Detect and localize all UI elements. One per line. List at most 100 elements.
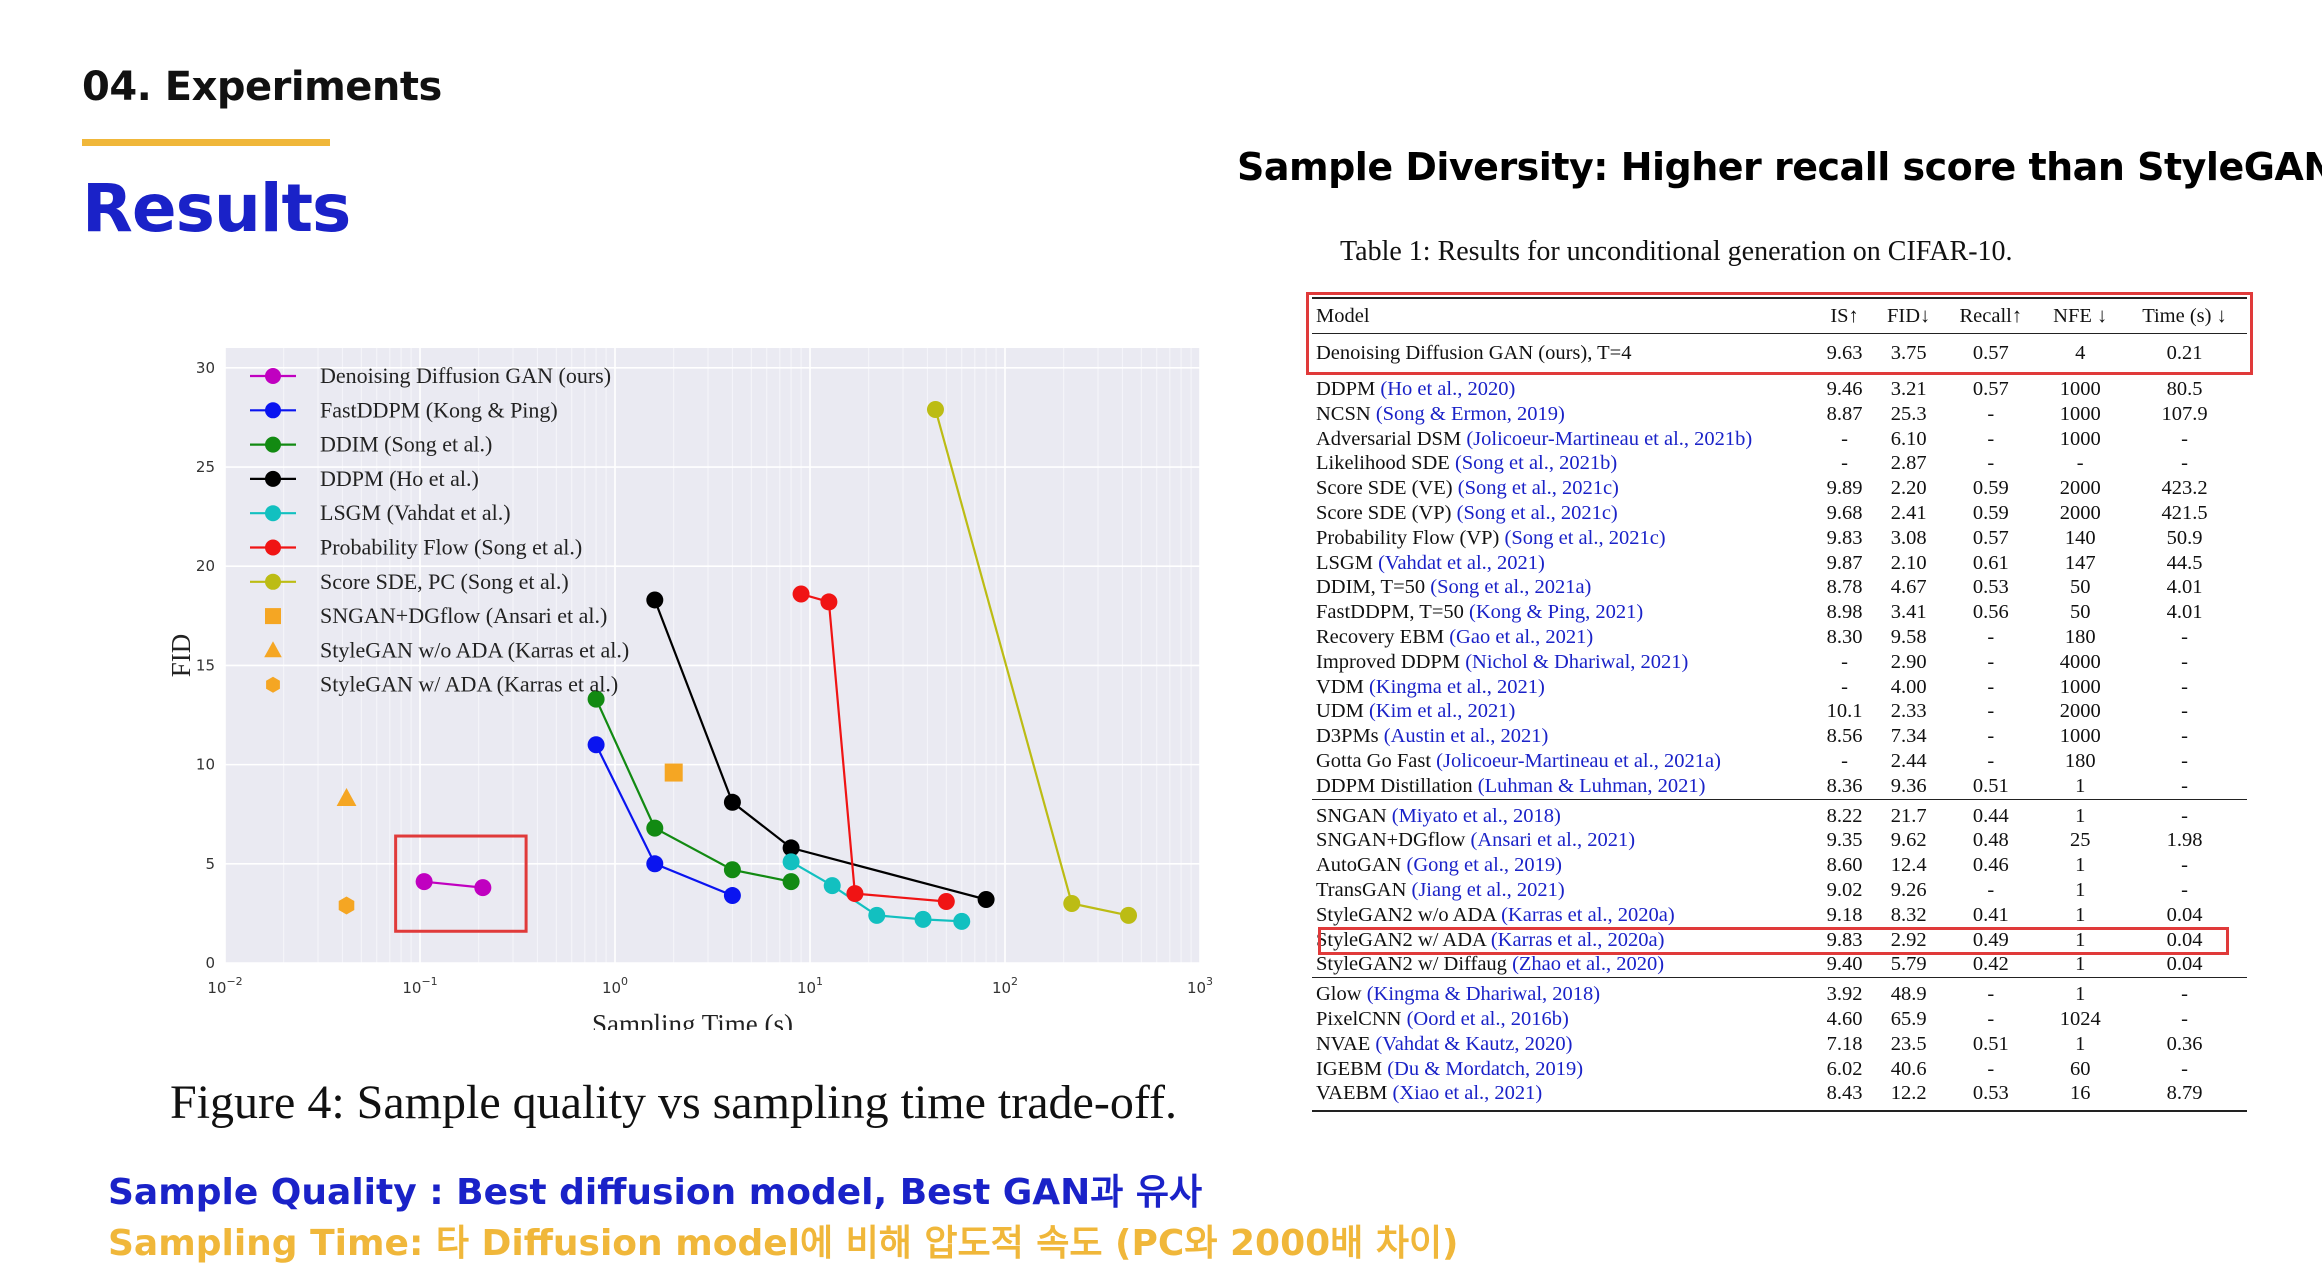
value-cell: 8.32 — [1890, 903, 1927, 926]
value-cell: - — [2181, 625, 2188, 648]
citation-link[interactable]: (Gong et al., 2019) — [1406, 854, 1562, 877]
data-point — [782, 873, 800, 891]
value-cell: 2.10 — [1890, 551, 1927, 574]
citation-link[interactable]: (Song et al., 2021a) — [1430, 576, 1592, 599]
model-name: StyleGAN2 w/ ADA — [1316, 928, 1486, 951]
citation-link[interactable]: (Luhman & Luhman, 2021) — [1477, 774, 1706, 797]
value-cell: 21.7 — [1874, 798, 1944, 829]
citation-link[interactable]: (Xiao et al., 2021) — [1392, 1082, 1543, 1105]
legend-label: Score SDE, PC (Song et al.) — [320, 569, 569, 594]
data-point — [474, 879, 492, 897]
model-cell: Score SDE (VP) (Song et al., 2021c) — [1312, 501, 1815, 526]
model-name: Score SDE (VP) — [1316, 501, 1452, 524]
table-row: StyleGAN2 w/ ADA (Karras et al., 2020a) 9… — [1312, 928, 2247, 953]
y-tick-label: 20 — [196, 557, 215, 575]
value-cell: 9.18 — [1826, 903, 1863, 926]
table-row: Likelihood SDE (Song et al., 2021b) - 2.87… — [1312, 451, 2247, 476]
citation-link[interactable]: (Gao et al., 2021) — [1449, 625, 1594, 648]
legend-label: DDIM (Song et al.) — [320, 432, 492, 457]
value-cell: - — [1841, 675, 1848, 698]
citation-link[interactable]: (Oord et al., 2016b) — [1406, 1007, 1569, 1030]
data-point — [664, 763, 683, 782]
citation-link[interactable]: (Jolicoeur-Martineau et al., 2021a) — [1436, 749, 1721, 772]
value-cell: 9.87 — [1826, 551, 1863, 574]
column-header: NFE ↓ — [2038, 297, 2123, 334]
value-cell: 180 — [2064, 625, 2096, 648]
value-cell: 0.42 — [1972, 953, 2009, 976]
value-cell: 4.67 — [1890, 576, 1927, 599]
table-row: AutoGAN (Gong et al., 2019) 8.60 12.4 0.46 1… — [1312, 853, 2247, 878]
value-cell: 2000 — [2059, 700, 2101, 723]
table-row: StyleGAN2 w/o ADA (Karras et al., 2020a)… — [1312, 903, 2247, 928]
value-cell: 9.62 — [1890, 829, 1927, 852]
value-cell: 25 — [2069, 829, 2091, 852]
value-cell: 6.10 — [1890, 427, 1927, 450]
legend-marker — [265, 436, 281, 453]
citation-link[interactable]: (Kingma & Dhariwal, 2018) — [1366, 983, 1601, 1006]
value-cell: 23.5 — [1890, 1032, 1927, 1055]
y-tick-label: 5 — [205, 855, 215, 873]
value-cell: 107.9 — [2161, 402, 2208, 425]
legend-marker — [265, 505, 281, 522]
value-cell: - — [2181, 774, 2188, 797]
citation-link[interactable]: (Song et al., 2021c) — [1457, 477, 1619, 500]
value-cell: 4.00 — [1890, 675, 1927, 698]
table-row: Gotta Go Fast (Jolicoeur-Martineau et al… — [1312, 749, 2247, 774]
citation-link[interactable]: (Karras et al., 2020a) — [1490, 928, 1665, 951]
citation-link[interactable]: (Song et al., 2021b) — [1454, 452, 1618, 475]
value-cell: - — [1987, 749, 1995, 772]
legend-label: FastDDPM (Kong & Ping) — [320, 397, 558, 422]
citation-link[interactable]: (Kong & Ping, 2021) — [1469, 601, 1644, 624]
slide-title: Results — [82, 170, 351, 247]
value-cell: 9.58 — [1890, 625, 1927, 648]
citation-link[interactable]: (Jiang et al., 2021) — [1411, 878, 1565, 901]
model-name: UDM — [1316, 700, 1364, 723]
value-cell: - — [2122, 798, 2247, 829]
y-tick-label: 15 — [196, 656, 215, 674]
model-cell: Likelihood SDE (Song et al., 2021b) — [1312, 451, 1815, 476]
model-cell: NCSN (Song & Ermon, 2019) — [1312, 402, 1815, 427]
citation-link[interactable]: (Kim et al., 2021) — [1368, 700, 1516, 723]
x-tick-label: 103 — [1187, 975, 1213, 997]
citation-link[interactable]: (Song et al., 2021c) — [1456, 501, 1618, 524]
model-name: Gotta Go Fast — [1316, 749, 1432, 772]
citation-link[interactable]: (Vahdat & Kautz, 2020) — [1375, 1032, 1573, 1055]
citation-link[interactable]: (Vahdat et al., 2021) — [1378, 551, 1545, 574]
x-tick-label: 101 — [797, 975, 823, 997]
data-point — [926, 401, 944, 418]
chart-highlight-box — [394, 834, 528, 933]
citation-link[interactable]: (Du & Mordatch, 2019) — [1387, 1057, 1584, 1080]
value-cell: 7.34 — [1890, 725, 1927, 748]
citation-link[interactable]: (Song et al., 2021c) — [1504, 526, 1666, 549]
citation-link[interactable]: (Austin et al., 2021) — [1383, 725, 1549, 748]
model-name: TransGAN — [1316, 878, 1407, 901]
table-row: IGEBM (Du & Mordatch, 2019) 6.02 40.6 - 60 - — [1312, 1057, 2247, 1082]
data-point — [646, 819, 664, 837]
citation-link[interactable]: (Miyato et al., 2018) — [1391, 804, 1561, 827]
data-point — [846, 885, 864, 903]
value-cell: 4.01 — [2166, 576, 2203, 599]
model-cell: Gotta Go Fast (Jolicoeur-Martineau et al… — [1312, 749, 1815, 774]
column-header: Recall↑ — [1943, 297, 2039, 334]
value-cell: 9.35 — [1826, 829, 1863, 852]
value-cell: 2.41 — [1890, 501, 1927, 524]
citation-link[interactable]: (Zhao et al., 2020) — [1512, 953, 1665, 976]
table-row: DDIM, T=50 (Song et al., 2021a) 8.78 4.67 0… — [1312, 575, 2247, 600]
citation-link[interactable]: (Ho et al., 2020) — [1380, 378, 1516, 400]
citation-link[interactable]: (Kingma et al., 2021) — [1368, 675, 1545, 698]
table-row: Score SDE (VE) (Song et al., 2021c) 9.89 2… — [1312, 476, 2247, 501]
value-cell: 2000 — [2059, 501, 2101, 524]
value-cell: 12.4 — [1890, 854, 1927, 877]
citation-link[interactable]: (Jolicoeur-Martineau et al., 2021b) — [1466, 427, 1753, 450]
value-cell: 0.53 — [1943, 1081, 2039, 1113]
value-cell: 1 — [2075, 774, 2086, 797]
citation-link[interactable]: (Nichol & Dhariwal, 2021) — [1465, 650, 1689, 673]
citation-link[interactable]: (Karras et al., 2020a) — [1501, 903, 1675, 926]
model-cell: Score SDE (VE) (Song et al., 2021c) — [1312, 476, 1815, 501]
data-point — [723, 887, 741, 905]
value-cell: 1 — [2075, 928, 2086, 951]
table-row: UDM (Kim et al., 2021) 10.1 2.33 - 2000 - — [1312, 699, 2247, 724]
citation-link[interactable]: (Ansari et al., 2021) — [1470, 829, 1636, 852]
citation-link[interactable]: (Song & Ermon, 2019) — [1375, 402, 1565, 425]
y-tick-label: 30 — [196, 359, 215, 377]
